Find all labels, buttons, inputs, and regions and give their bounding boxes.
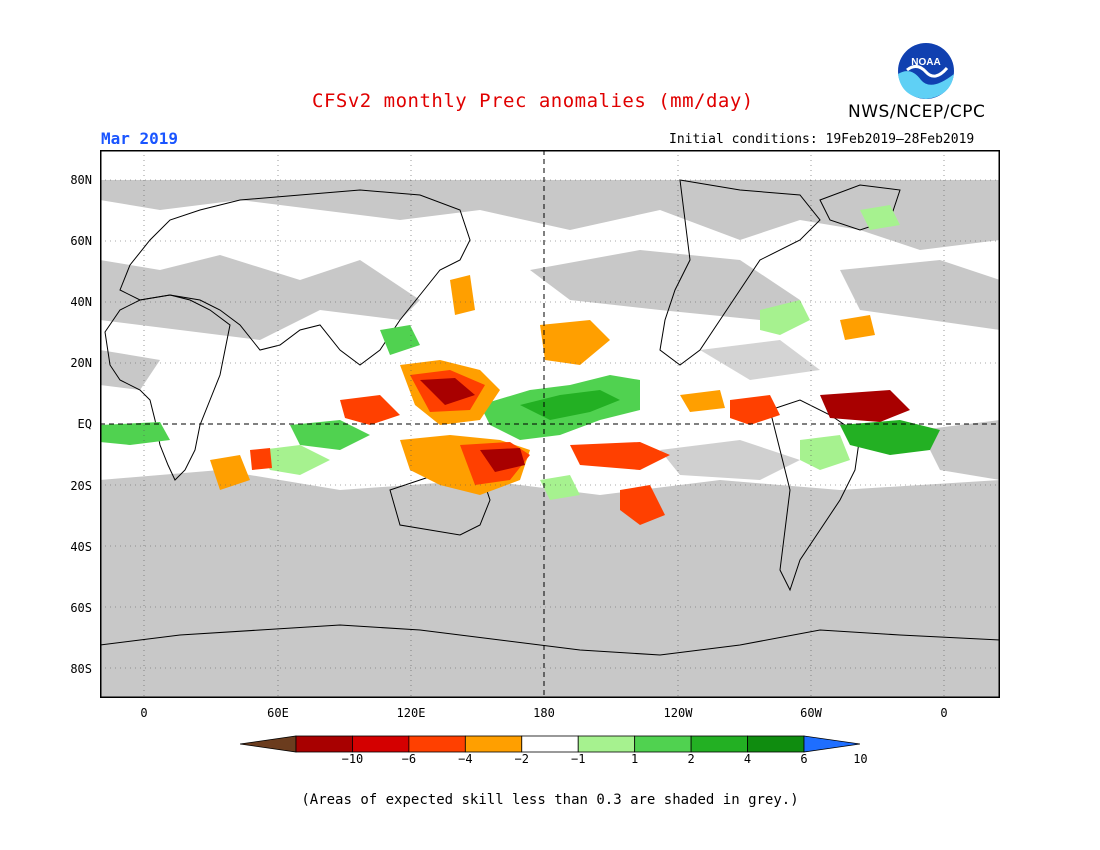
colorbar-arrow-low	[240, 735, 297, 753]
logo-text: NOAA	[911, 57, 940, 68]
noaa-logo-icon: NOAA	[896, 41, 956, 101]
colorbar-box	[690, 735, 748, 753]
colorbar-tick-label: −6	[401, 752, 417, 766]
lat-lon-grid	[100, 150, 1000, 698]
colorbar-tick-label: 1	[631, 752, 639, 766]
colorbar-box	[577, 735, 636, 753]
colorbar-box	[634, 735, 692, 753]
lat-label-20s: 20S	[70, 479, 92, 493]
lat-label-20n: 20N	[70, 356, 92, 370]
agency-label: NWS/NCEP/CPC	[848, 102, 986, 122]
lon-label-180: 180	[533, 706, 555, 720]
lon-label-120e: 120E	[396, 706, 426, 720]
colorbar-tick-label: −10	[341, 752, 364, 766]
colorbar-box	[464, 735, 523, 753]
low-skill-grey-areas	[100, 180, 1000, 698]
colorbar-box	[408, 735, 466, 753]
precip-anomaly-map	[100, 150, 1000, 698]
lon-label-60w: 60W	[800, 706, 822, 720]
lat-label-60s: 60S	[70, 601, 92, 615]
colorbar-tick-label: 2	[687, 752, 695, 766]
colorbar-box	[295, 735, 353, 753]
lat-label-80s: 80S	[70, 662, 92, 676]
colorbar-tick-label: −4	[458, 752, 473, 766]
negative-anomaly-areas	[210, 275, 910, 525]
colorbar-tick-label: 10	[853, 752, 868, 766]
colorbar	[240, 735, 860, 753]
colorbar-tick-label: 4	[743, 752, 752, 766]
lon-label-0-east: 0	[940, 706, 948, 720]
lat-label-60n: 60N	[70, 234, 92, 248]
colorbar-box	[747, 735, 805, 753]
lon-label-60e: 60E	[267, 706, 289, 720]
skill-footnote: (Areas of expected skill less than 0.3 a…	[301, 792, 799, 808]
colorbar-tick-label: −2	[514, 752, 529, 766]
lat-label-80n: 80N	[70, 173, 92, 187]
map-frame	[100, 150, 1000, 698]
lat-label-eq: EQ	[77, 417, 92, 431]
lat-label-40s: 40S	[70, 540, 92, 554]
colorbar-box	[352, 735, 410, 753]
lon-label-0: 0	[140, 706, 148, 720]
forecast-month: Mar 2019	[101, 129, 179, 148]
continent-outlines	[100, 179, 1000, 656]
colorbar-tick-label: 6	[800, 752, 808, 766]
lat-label-40n: 40N	[70, 295, 92, 309]
colorbar-box	[521, 735, 579, 753]
colorbar-arrow-high	[803, 735, 860, 753]
map-title: CFSv2 monthly Prec anomalies (mm/day)	[312, 90, 754, 112]
positive-anomaly-areas	[100, 205, 940, 500]
equator-dateline	[100, 150, 1000, 698]
initial-conditions: Initial conditions: 19Feb2019–28Feb2019	[669, 132, 975, 147]
lon-label-120w: 120W	[663, 706, 693, 720]
colorbar-tick-label: −1	[570, 752, 586, 766]
